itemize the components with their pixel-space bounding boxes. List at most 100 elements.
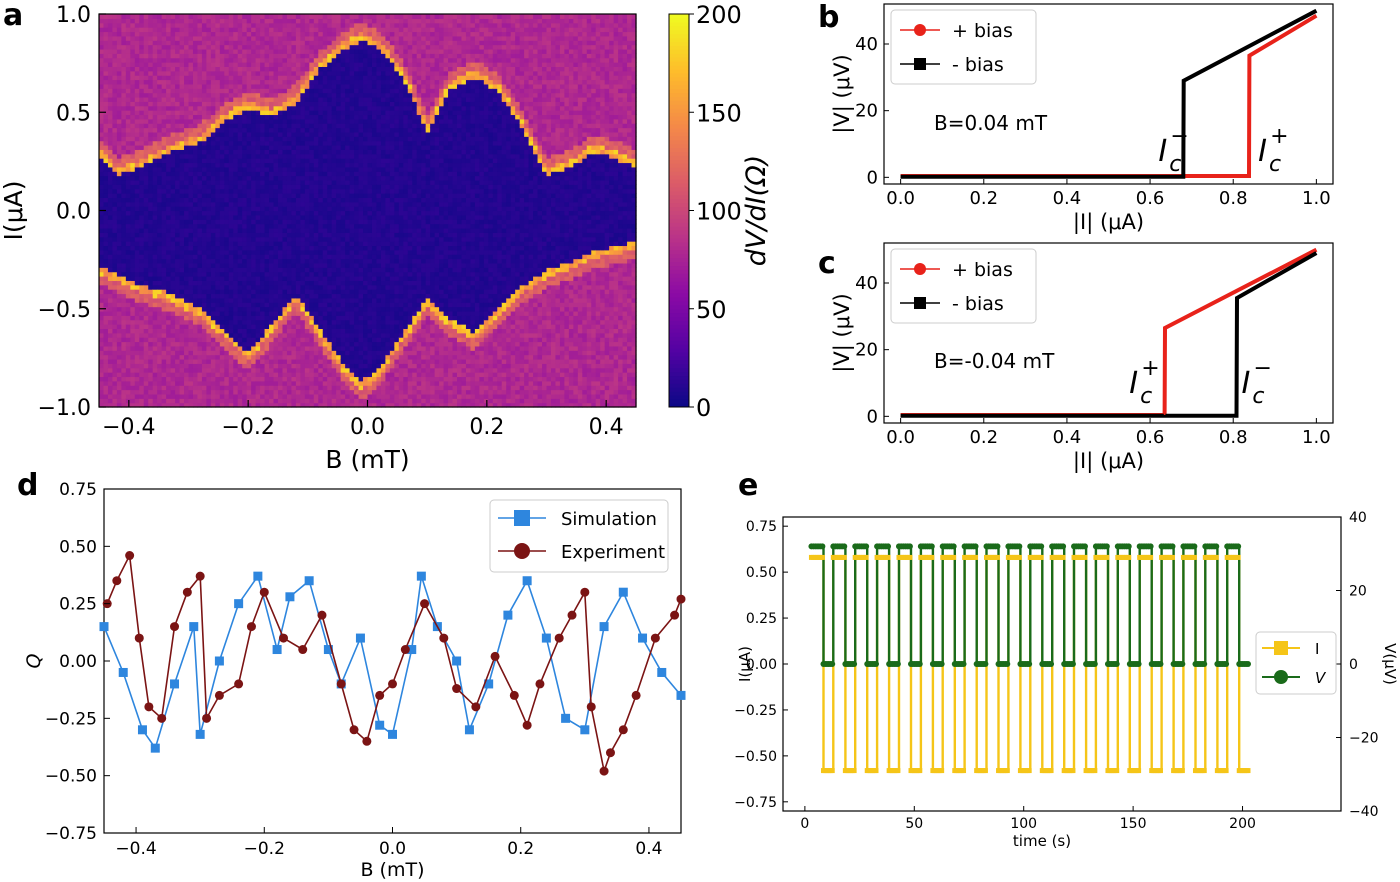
heatmap-cell	[282, 171, 288, 177]
heatmap-cell	[215, 188, 221, 194]
heatmap-cell	[246, 14, 252, 19]
heatmap-cell	[309, 188, 315, 194]
heatmap-cell	[125, 88, 131, 94]
heatmap-cell	[224, 162, 230, 168]
heatmap-cell	[184, 114, 190, 120]
heatmap-cell	[166, 328, 172, 334]
heatmap-cell	[273, 31, 279, 37]
heatmap-cell	[112, 306, 118, 312]
heatmap-cell	[255, 337, 261, 343]
heatmap-cell	[112, 324, 118, 329]
heatmap-cell	[134, 131, 140, 137]
heatmap-cell	[309, 385, 315, 391]
heatmap-cell	[161, 227, 167, 233]
heatmap-cell	[237, 206, 243, 212]
heatmap-cell	[130, 267, 136, 273]
heatmap-cell	[130, 123, 136, 129]
heatmap-cell	[210, 162, 216, 168]
heatmap-cell	[228, 241, 234, 247]
heatmap-cell	[331, 83, 337, 89]
heatmap-cell	[313, 236, 319, 242]
heatmap-cell	[157, 306, 163, 312]
heatmap-cell	[184, 350, 190, 356]
heatmap-cell	[112, 14, 118, 19]
heatmap-cell	[313, 358, 319, 364]
heatmap-cell	[269, 380, 275, 386]
heatmap-cell	[170, 393, 176, 399]
heatmap-cell	[300, 214, 306, 220]
heatmap-cell	[255, 227, 261, 233]
heatmap-cell	[278, 114, 284, 120]
heatmap-cell	[237, 402, 243, 408]
heatmap-cell	[278, 153, 284, 159]
heatmap-cell	[116, 227, 122, 233]
heatmap-cell	[161, 162, 167, 168]
heatmap-cell	[134, 127, 140, 133]
heatmap-cell	[215, 245, 221, 251]
heatmap-cell	[255, 136, 261, 142]
heatmap-cell	[251, 324, 257, 329]
heatmap-cell	[228, 149, 234, 155]
heatmap-cell	[148, 341, 154, 347]
heatmap-cell	[246, 166, 252, 172]
heatmap-cell	[103, 315, 109, 321]
heatmap-cell	[322, 35, 328, 41]
heatmap-cell	[206, 241, 212, 247]
heatmap-cell	[300, 206, 306, 212]
heatmap-cell	[166, 101, 172, 107]
heatmap-cell	[206, 62, 212, 67]
heatmap-cell	[278, 337, 284, 343]
heatmap-cell	[331, 337, 337, 343]
heatmap-cell	[228, 254, 234, 260]
heatmap-cell	[139, 66, 145, 72]
heatmap-cell	[152, 171, 158, 177]
heatmap-cell	[139, 44, 145, 50]
heatmap-cell	[192, 341, 199, 347]
heatmap-cell	[103, 166, 109, 172]
heatmap-cell	[152, 101, 158, 107]
heatmap-cell	[121, 289, 127, 295]
heatmap-cell	[152, 267, 158, 273]
heatmap-cell	[148, 249, 154, 255]
heatmap-cell	[201, 328, 207, 334]
heatmap-cell	[201, 271, 207, 277]
heatmap-cell	[327, 245, 333, 251]
heatmap-cell	[192, 171, 199, 177]
heatmap-cell	[233, 48, 239, 54]
heatmap-cell	[103, 184, 109, 190]
heatmap-cell	[192, 241, 199, 247]
heatmap-cell	[175, 328, 181, 334]
heatmap-cell	[161, 358, 167, 364]
heatmap-cell	[331, 358, 337, 364]
heatmap-cell	[331, 140, 337, 146]
heatmap-cell	[170, 241, 176, 247]
heatmap-cell	[197, 297, 203, 303]
heatmap-cell	[246, 206, 252, 212]
heatmap-cell	[166, 206, 172, 212]
heatmap-cell	[166, 18, 172, 24]
heatmap-cell	[148, 402, 154, 408]
heatmap-cell	[286, 236, 293, 242]
heatmap-cell	[251, 114, 257, 120]
heatmap-cell	[219, 284, 225, 290]
heatmap-cell	[99, 254, 105, 260]
heatmap-cell	[134, 306, 140, 312]
heatmap-cell	[255, 123, 261, 129]
heatmap-cell	[157, 149, 163, 155]
heatmap-cell	[192, 75, 199, 81]
heatmap-cell	[179, 232, 185, 238]
heatmap-cell	[286, 48, 293, 54]
heatmap-cell	[282, 227, 288, 233]
heatmap-cell	[269, 206, 275, 212]
heatmap-cell	[201, 337, 207, 343]
heatmap-cell	[143, 306, 149, 312]
heatmap-cell	[345, 245, 351, 251]
heatmap-cell	[327, 249, 333, 255]
heatmap-cell	[179, 306, 185, 312]
heatmap-cell	[264, 158, 270, 164]
heatmap-cell	[313, 345, 319, 351]
heatmap-cell	[242, 385, 248, 391]
heatmap-cell	[152, 193, 158, 198]
heatmap-cell	[179, 35, 185, 41]
heatmap-cell	[134, 376, 140, 382]
